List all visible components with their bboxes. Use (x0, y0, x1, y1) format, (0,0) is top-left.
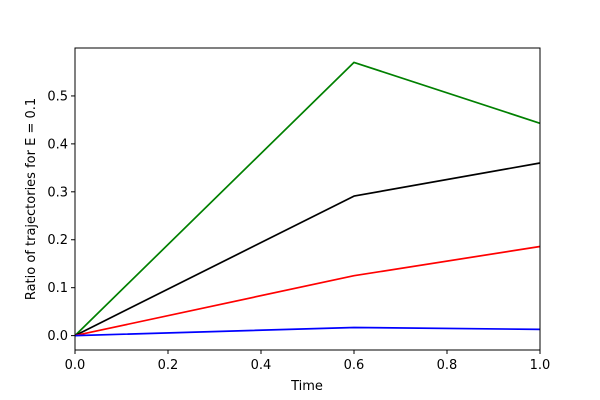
x-tick-label: 0.6 (344, 358, 365, 373)
series-line-2 (74, 162, 541, 337)
y-axis: 0.0 0.1 0.2 0.3 0.4 0.5 (47, 89, 75, 344)
x-tick-label: 0.0 (65, 358, 86, 373)
x-axis: 0.0 0.2 0.4 0.6 0.8 1.0 (65, 350, 551, 373)
x-tick-label: 0.4 (251, 358, 272, 373)
y-tick-label: 0.5 (47, 89, 68, 104)
series-line-1 (74, 61, 541, 337)
y-tick-label: 0.3 (47, 185, 68, 200)
series-line-4 (74, 326, 541, 337)
plot-frame (74, 47, 541, 351)
x-tick-label: 1.0 (530, 358, 551, 373)
y-tick-label: 0.1 (47, 281, 68, 296)
series-line-3 (74, 245, 541, 337)
x-tick-label: 0.2 (158, 358, 179, 373)
y-tick-label: 0.4 (47, 137, 68, 152)
y-tick-label: 0.2 (47, 233, 68, 248)
series-layer (74, 61, 541, 337)
x-axis-label: Time (290, 379, 323, 394)
x-tick-label: 0.8 (437, 358, 458, 373)
y-axis-label: Ratio of trajectories for E = 0.1 (24, 98, 39, 300)
y-tick-label: 0.0 (47, 329, 68, 344)
